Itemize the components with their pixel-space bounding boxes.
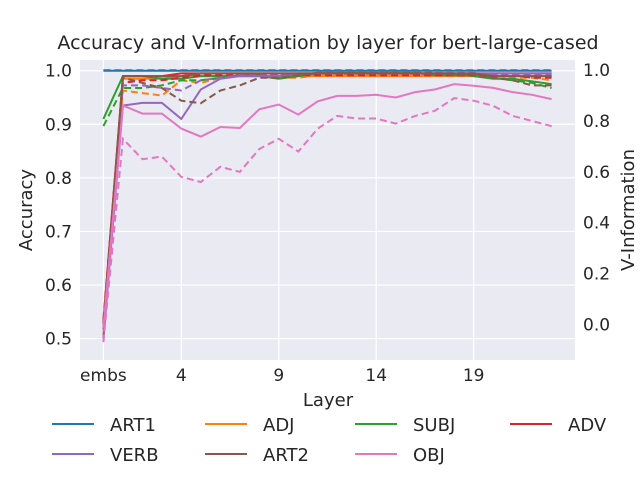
series-line-art2-accuracy [102,72,552,328]
y2-axis-title: V-Information [618,149,639,271]
y2-tick-label: 0.6 [583,163,610,183]
y-tick-label: 0.5 [45,330,72,350]
x-tick-label: embs [80,366,127,386]
legend-label-adj: ADJ [263,415,294,436]
y-axis-title: Accuracy [16,169,37,252]
y2-tick-label: 0.0 [583,315,610,335]
y-tick-label: 1.0 [45,62,72,82]
y-tick-label: 0.7 [45,222,72,242]
y-tick-label: 0.8 [45,169,72,189]
plot-area [80,60,575,360]
y-axis-left: 0.5 0.6 0.7 0.8 0.9 1.0 [45,62,72,350]
series-line-obj-v-information [102,97,552,343]
legend-label-adv: ADV [568,415,607,436]
y2-tick-label: 0.2 [583,265,610,285]
x-axis: embs 4 9 14 19 [80,366,484,386]
legend-label-subj: SUBJ [413,415,455,436]
x-tick-label: 19 [463,366,485,386]
y-tick-label: 0.6 [45,276,72,296]
series-line-adv-v-information [102,74,552,320]
y2-tick-label: 1.0 [583,61,610,81]
x-tick-label: 9 [273,366,284,386]
y-tick-label: 0.9 [45,115,72,135]
legend-label-verb: VERB [110,445,159,466]
legend: ART1 ADJ SUBJ ADV VERB ART2 OBJ [52,415,607,466]
x-tick-label: 4 [176,366,187,386]
chart-title: Accuracy and V-Information by layer for … [57,32,598,54]
y-axis-right: 0.0 0.2 0.4 0.6 0.8 1.0 [583,61,610,335]
y2-tick-label: 0.8 [583,112,610,132]
legend-label-art1: ART1 [110,415,156,436]
legend-label-obj: OBJ [413,445,445,466]
y2-tick-label: 0.4 [583,214,610,234]
x-axis-title: Layer [303,390,354,411]
x-tick-label: 14 [365,366,387,386]
series-lines [102,69,552,343]
legend-label-art2: ART2 [263,445,309,466]
series-line-obj-accuracy [102,83,552,328]
plot-background [80,60,575,360]
